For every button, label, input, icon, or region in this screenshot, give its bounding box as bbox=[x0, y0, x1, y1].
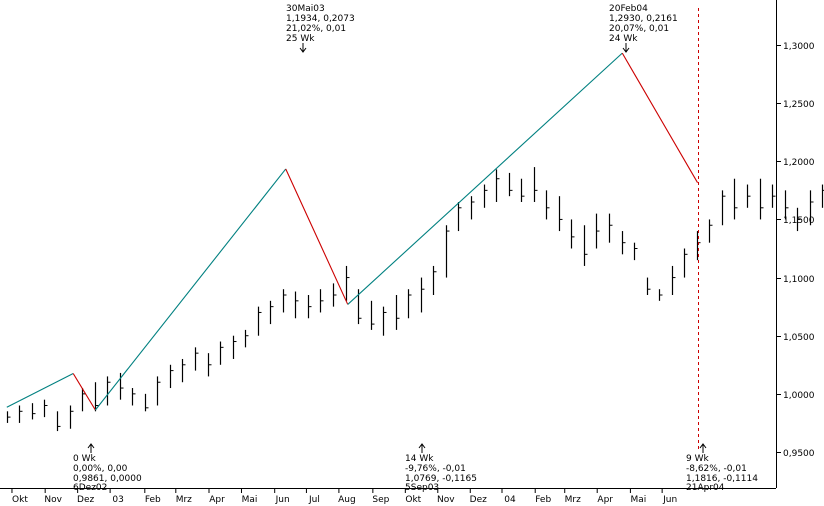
x-tick-label: Dez bbox=[77, 495, 94, 505]
annotation-last-line2: -8,62%, -0,01 bbox=[686, 464, 747, 474]
zigzag-segment bbox=[72, 373, 96, 411]
annotation-trough1-arrow bbox=[87, 443, 95, 453]
x-tick-label: Dez bbox=[470, 495, 487, 505]
x-tick-label: Sep bbox=[372, 495, 389, 505]
annotation-last-arrow bbox=[699, 443, 707, 453]
x-tick-label: Okt bbox=[12, 495, 28, 505]
annotation-trough2-line2: -9,76%, -0,01 bbox=[405, 464, 466, 474]
x-tick-label: Nov bbox=[437, 495, 455, 505]
annotation-trough1: 0 Wk 0,00%, 0,00 0,9861, 0,0000 6Dez02 bbox=[73, 443, 142, 493]
annotation-peak2-line3: 20,07%, 0,01 bbox=[609, 24, 669, 34]
x-tick-label: Feb bbox=[535, 495, 551, 505]
annotation-trough1-line2: 0,00%, 0,00 bbox=[73, 464, 128, 474]
x-tick-label: Okt bbox=[405, 495, 421, 505]
annotation-last-line4: 21Apr04 bbox=[686, 483, 725, 493]
y-tick-label: 0,9500 bbox=[783, 449, 815, 459]
y-tick-label: 1,2500 bbox=[783, 100, 815, 110]
zigzag-segment bbox=[6, 373, 74, 408]
x-tick-label: Jul bbox=[308, 495, 320, 505]
annotation-trough1-line3: 0,9861, 0,0000 bbox=[73, 474, 142, 484]
x-tick-label: Nov bbox=[44, 495, 62, 505]
annotation-peak2-line1: 20Feb04 bbox=[609, 4, 648, 14]
y-tick-label: 1,2000 bbox=[783, 158, 815, 168]
x-tick-label: Jun bbox=[275, 495, 290, 505]
x-tick-label: Mai bbox=[242, 495, 258, 505]
annotation-peak1-line4: 25 Wk bbox=[286, 34, 315, 44]
annotation-peak2: 20Feb04 1,2930, 0,2161 20,07%, 0,01 24 W… bbox=[609, 4, 678, 53]
zigzag-segment bbox=[285, 168, 349, 305]
y-tick-label: 1,0500 bbox=[783, 333, 815, 343]
zigzag-segment bbox=[621, 52, 699, 183]
x-tick-label: Jun bbox=[662, 495, 677, 505]
annotation-trough2-line3: 1,0769, -0,1165 bbox=[405, 474, 477, 484]
x-tick-label: 04 bbox=[504, 495, 516, 505]
zigzag-segment bbox=[94, 168, 287, 411]
annotation-trough2-line1: 14 Wk bbox=[405, 454, 434, 464]
annotation-trough2-arrow bbox=[418, 443, 426, 453]
x-tick-label: Feb bbox=[145, 495, 161, 505]
annotation-peak1-line1: 30Mai03 bbox=[286, 4, 325, 14]
x-tick-label: 03 bbox=[112, 495, 123, 505]
annotation-last-line3: 1,1816, -0,1114 bbox=[686, 474, 758, 484]
x-tick-label: Mrz bbox=[565, 495, 581, 505]
annotation-trough1-line4: 6Dez02 bbox=[73, 483, 107, 493]
x-tick-label: Apr bbox=[209, 495, 225, 505]
annotation-last: 9 Wk -8,62%, -0,01 1,1816, -0,1114 21Apr… bbox=[686, 443, 758, 493]
y-axis-ticks: 1,3000 1,2500 1,2000 1,1500 1,1000 1,0500 1,00… bbox=[776, 42, 815, 459]
y-tick-label: 1,3000 bbox=[783, 42, 815, 52]
annotation-peak2-line2: 1,2930, 0,2161 bbox=[609, 14, 678, 24]
annotation-trough2-line4: 5Sep03 bbox=[405, 483, 439, 493]
annotation-peak1-line2: 1,1934, 0,2073 bbox=[286, 14, 355, 24]
x-tick-label: Mrz bbox=[176, 495, 192, 505]
annotation-peak2-line4: 24 Wk bbox=[609, 34, 638, 44]
annotation-peak2-arrow bbox=[622, 43, 630, 53]
annotation-last-line1: 9 Wk bbox=[686, 454, 709, 464]
annotation-trough2: 14 Wk -9,76%, -0,01 1,0769, -0,1165 5Sep… bbox=[405, 443, 477, 493]
y-tick-label: 1,1500 bbox=[783, 216, 815, 226]
annotation-peak1: 30Mai03 1,1934, 0,2073 21,02%, 0,01 25 W… bbox=[286, 4, 355, 53]
x-tick-label: Apr bbox=[597, 495, 613, 505]
x-axis-ticks: Okt Nov Dez 03 Feb Mrz Apr Mai Jun Jul Aug Sep Okt No… bbox=[11, 488, 677, 505]
y-tick-label: 1,0000 bbox=[783, 391, 815, 401]
y-tick-label: 1,1000 bbox=[783, 275, 815, 285]
annotation-trough1-line1: 0 Wk bbox=[73, 454, 96, 464]
x-tick-label: Aug bbox=[338, 495, 356, 505]
annotation-peak1-line3: 21,02%, 0,01 bbox=[286, 24, 346, 34]
x-tick-label: Mai bbox=[631, 495, 647, 505]
annotation-peak1-arrow bbox=[299, 43, 307, 53]
ohlc-bars bbox=[6, 167, 824, 432]
zigzag-lines bbox=[6, 52, 699, 411]
zigzag-segment bbox=[347, 52, 623, 305]
